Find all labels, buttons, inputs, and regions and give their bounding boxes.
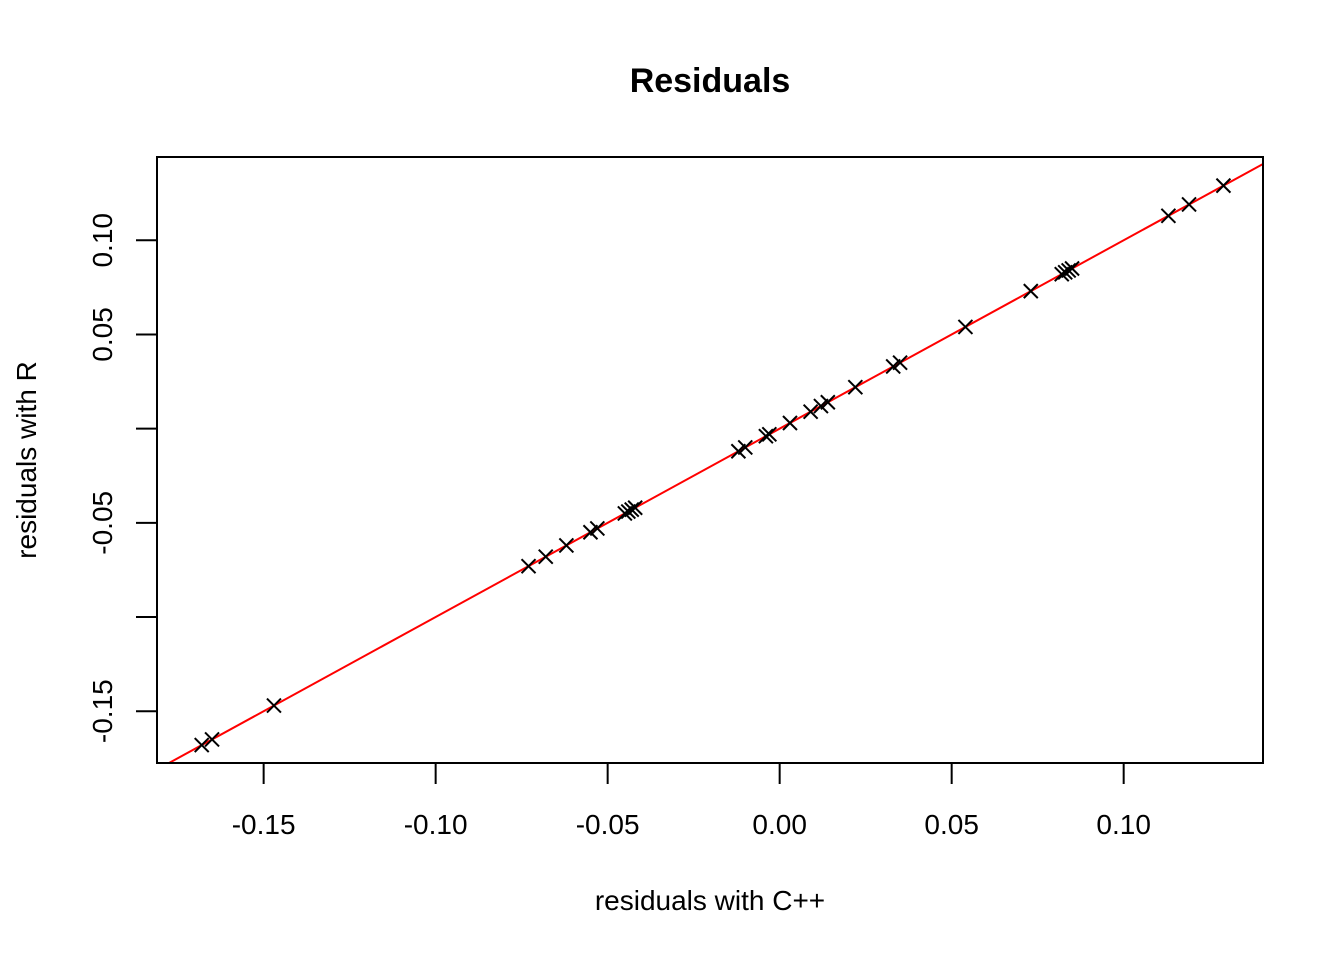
data-point xyxy=(558,537,575,554)
data-point xyxy=(624,501,640,518)
data-point xyxy=(957,319,974,335)
data-point xyxy=(1023,283,1039,299)
data-point xyxy=(194,737,210,753)
data-point xyxy=(627,500,643,516)
y-axis-label: residuals with R xyxy=(11,361,42,559)
y-tick-label: 0.10 xyxy=(87,213,118,267)
x-tick-label: -0.10 xyxy=(404,809,468,840)
data-point xyxy=(1215,177,1232,194)
data-point xyxy=(1064,260,1080,277)
x-tick-label: 0.05 xyxy=(924,809,979,840)
data-point xyxy=(782,415,798,431)
data-point xyxy=(892,354,908,371)
data-point xyxy=(802,403,819,420)
data-point xyxy=(204,731,220,748)
data-point xyxy=(1181,196,1197,213)
chart-title: Residuals xyxy=(630,62,791,100)
data-point xyxy=(520,558,537,574)
plot-frame xyxy=(156,156,1264,764)
points-layer xyxy=(194,177,1232,753)
data-point xyxy=(538,549,554,565)
x-tick-label: -0.15 xyxy=(232,809,296,840)
data-point xyxy=(589,520,606,537)
x-tick-label: 0.10 xyxy=(1096,809,1151,840)
data-point xyxy=(737,439,753,456)
data-point xyxy=(1060,262,1077,279)
reference-line-layer xyxy=(166,163,1263,763)
data-point xyxy=(266,697,282,714)
x-tick-label: 0.00 xyxy=(752,809,807,840)
x-tick-label: -0.05 xyxy=(576,809,640,840)
y-axis: -0.15 -0.05 0.05 0.10 xyxy=(87,213,157,743)
data-point xyxy=(758,428,774,444)
data-point xyxy=(820,394,836,410)
x-axis: -0.15 -0.10 -0.05 0.00 0.05 0.10 xyxy=(232,763,1151,840)
y-tick-label: -0.05 xyxy=(87,491,118,555)
identity-reference-line xyxy=(166,163,1263,763)
data-point xyxy=(761,426,778,442)
data-point xyxy=(1160,208,1177,224)
x-axis-label: residuals with C++ xyxy=(595,885,825,916)
y-tick-label: -0.15 xyxy=(87,679,118,743)
data-point xyxy=(847,379,864,395)
y-tick-label: 0.05 xyxy=(87,307,118,362)
